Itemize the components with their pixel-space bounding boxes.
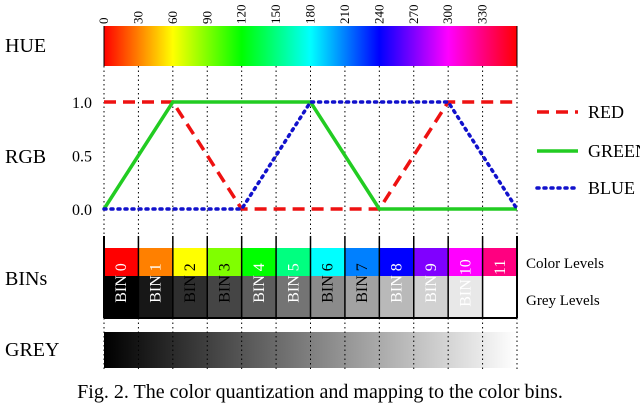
series-line-blue xyxy=(102,100,519,211)
grey-levels-label: Grey Levels xyxy=(526,293,600,309)
bin-label: BIN 3 xyxy=(216,263,233,303)
bin-grey-cell xyxy=(207,276,242,318)
bin-color-cell xyxy=(310,248,345,276)
bin-color-cell xyxy=(344,248,380,276)
legend-label-green: GREEN xyxy=(588,141,640,161)
x-tick-label: 150 xyxy=(268,5,283,25)
x-tick-label: 120 xyxy=(234,4,249,24)
bin-color-cell xyxy=(379,248,414,276)
bin-boxes: BIN 0 BIN 1 BIN 2 BIN 3 BIN 4 BIN 5 BIN 6 BIN 7… xyxy=(103,236,518,318)
bin-label: BIN 11 xyxy=(492,260,509,307)
legend: RED GREEN BLUE xyxy=(535,102,640,198)
bin-grey-cell xyxy=(172,276,208,318)
bin-color-cell xyxy=(172,248,208,276)
row-label-rgb: RGB xyxy=(5,146,46,168)
bin-label: BIN 6 xyxy=(320,263,337,303)
vertical-gridlines xyxy=(103,26,518,372)
color-levels-label: Color Levels xyxy=(526,256,604,272)
bin-label: BIN 5 xyxy=(285,263,302,303)
bin-color-cell xyxy=(241,248,277,276)
rgb-tick-labels: 0.0 0.5 1.0 xyxy=(72,95,92,219)
bin-label: BIN 4 xyxy=(251,263,268,303)
hue-tick-labels: 0 30 60 90 120 150 180 210 240 270 300 330 xyxy=(96,4,490,24)
bin-color-cell xyxy=(413,248,449,276)
bin-label: BIN 1 xyxy=(148,263,165,303)
legend-label-red: RED xyxy=(588,102,624,122)
legend-label-blue: BLUE xyxy=(588,178,635,198)
x-tick-label: 210 xyxy=(337,5,352,25)
x-tick-label: 300 xyxy=(440,5,455,25)
bin-color-cell xyxy=(138,248,173,276)
row-label-grey: GREY xyxy=(5,339,59,361)
bin-label: BIN 9 xyxy=(423,263,440,303)
hue-band xyxy=(104,26,517,66)
bin-color-cell xyxy=(207,248,242,276)
bin-grey-cell xyxy=(379,276,414,318)
bin-label: BIN 8 xyxy=(389,263,406,303)
rgb-curves xyxy=(102,100,519,211)
bin-grey-cell xyxy=(276,276,311,318)
x-tick-label: 270 xyxy=(406,5,421,25)
x-tick-label: 90 xyxy=(199,11,214,24)
bin-grey-cell xyxy=(241,276,277,318)
y-tick-label: 0.0 xyxy=(72,202,92,219)
bin-label: BIN 0 xyxy=(113,263,130,303)
bin-grey-cell xyxy=(104,276,139,318)
bin-color-cell xyxy=(276,248,311,276)
series-line-red xyxy=(104,100,517,211)
bin-grey-cell xyxy=(310,276,345,318)
row-label-bins: BINs xyxy=(5,268,47,290)
bin-label: BIN 10 xyxy=(457,259,474,307)
bin-color-cell xyxy=(482,248,517,276)
bins-bracket xyxy=(103,236,518,319)
x-tick-label: 240 xyxy=(371,5,386,25)
bin-color-cell xyxy=(104,248,139,276)
bin-grey-cell xyxy=(344,276,380,318)
y-tick-label: 0.5 xyxy=(72,149,92,166)
row-label-hue: HUE xyxy=(5,35,46,57)
bin-grey-cell xyxy=(448,276,483,318)
figure-caption: Fig. 2. The color quantization and mappi… xyxy=(77,381,563,403)
bin-label: BIN 2 xyxy=(182,263,199,303)
x-tick-label: 60 xyxy=(165,11,180,24)
x-tick-label: 330 xyxy=(475,5,490,25)
bin-color-cell xyxy=(448,248,483,276)
x-tick-label: 30 xyxy=(130,11,145,24)
x-tick-label: 180 xyxy=(303,5,318,25)
bin-grey-cell xyxy=(482,276,517,318)
bin-grey-cell xyxy=(413,276,449,318)
x-tick-label: 0 xyxy=(96,18,111,25)
bin-grey-cell xyxy=(138,276,173,318)
bin-label: BIN 7 xyxy=(354,263,371,303)
y-tick-label: 1.0 xyxy=(72,95,92,112)
